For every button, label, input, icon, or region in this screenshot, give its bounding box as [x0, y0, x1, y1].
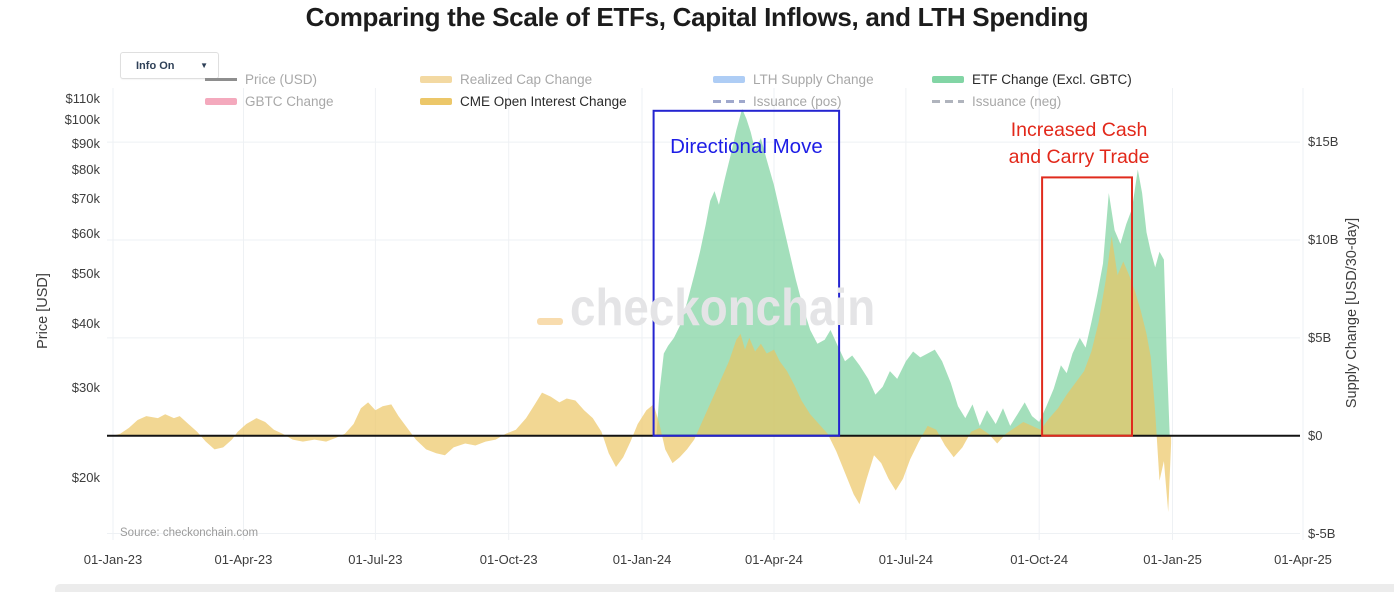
y-left-axis-title: Price [USD] [35, 273, 51, 349]
y-left-tick-label: $100k [64, 112, 100, 128]
y-left-tick-label: $60k [71, 225, 100, 241]
legend-label: Realized Cap Change [460, 71, 593, 87]
chart-title: Comparing the Scale of ETFs, Capital Inf… [305, 2, 1089, 32]
y-right-tick-label: $5B [1308, 329, 1332, 345]
legend-swatch-issuance-pos [713, 99, 745, 103]
legend-label: ETF Change (Excl. GBTC) [972, 71, 1132, 87]
legend-swatch-cme-open-interest-change [420, 97, 452, 105]
y-right-tick-label: $10B [1308, 232, 1339, 247]
legend-swatch-gbtc-change [205, 97, 237, 105]
legend-item-realized-cap-change[interactable]: Realized Cap Change [420, 70, 592, 88]
annotation-cash-carry-label: Increased Cash and Carry Trade [951, 117, 1207, 171]
info-toggle-label: Info On [136, 59, 175, 72]
info-toggle-button[interactable]: Info On ▼ [120, 52, 219, 79]
legend-swatch-realized-cap-change [420, 75, 452, 83]
y-right-tick-label: $-5B [1308, 525, 1336, 541]
y-left-tick-label: $40k [71, 315, 100, 331]
x-tick-label: 01-Oct-23 [479, 552, 538, 567]
legend-label: Issuance (pos) [753, 93, 842, 109]
annotation-cash-carry-line2: and Carry Trade [1008, 146, 1150, 169]
chevron-down-icon: ▼ [200, 60, 208, 70]
series-area-etf-change-excl-gbtc [656, 108, 1170, 436]
bottom-divider [55, 584, 1394, 592]
y-left-tick-label: $90k [71, 135, 100, 151]
x-tick-label: 01-Jan-24 [612, 552, 672, 567]
y-right-tick-label: $15B [1308, 134, 1339, 150]
legend-item-issuance-pos[interactable]: Issuance (pos) [713, 92, 842, 110]
legend-label: CME Open Interest Change [460, 93, 627, 109]
legend-label: GBTC Change [245, 93, 334, 109]
y-right-axis-title: Supply Change [USD/30-day] [1344, 217, 1360, 409]
x-tick-label: 01-Apr-23 [214, 552, 273, 567]
x-tick-label: 01-Apr-24 [745, 552, 803, 567]
y-left-tick-label: $50k [71, 266, 100, 282]
legend-item-cme-open-interest-change[interactable]: CME Open Interest Change [420, 92, 627, 110]
x-tick-label: 01-Jul-24 [878, 552, 933, 567]
y-left-tick-label: $20k [71, 470, 100, 485]
y-left-tick-label: $70k [71, 191, 100, 207]
x-tick-label: 01-Oct-24 [1010, 552, 1069, 567]
x-tick-label: 01-Jan-23 [83, 552, 143, 567]
y-left-tick-label: $110k [65, 91, 100, 106]
x-tick-label: 01-Apr-25 [1274, 552, 1332, 567]
x-tick-label: 01-Jul-23 [348, 552, 403, 567]
annotation-box-directional-move [652, 109, 841, 437]
legend-swatch-price-usd [205, 77, 237, 81]
legend-item-lth-supply-change[interactable]: LTH Supply Change [713, 70, 874, 88]
legend-item-issuance-neg[interactable]: Issuance (neg) [932, 92, 1061, 110]
legend-label: LTH Supply Change [753, 71, 874, 87]
legend-swatch-issuance-neg [932, 99, 964, 103]
legend-swatch-lth-supply-change [713, 75, 745, 83]
y-right-tick-label: $0 [1308, 427, 1323, 443]
series-area-cme-open-interest-change [113, 236, 1172, 512]
annotation-cash-carry-line1: Increased Cash [1010, 119, 1148, 142]
y-left-tick-label: $80k [71, 161, 100, 177]
legend-item-etf-change-excl-gbtc[interactable]: ETF Change (Excl. GBTC) [932, 70, 1132, 88]
annotation-directional-move-label: Directional Move [670, 134, 823, 158]
annotation-box-increased-cash-and-carry-trade [1041, 176, 1133, 437]
legend-swatch-etf-change-excl-gbtc [932, 75, 964, 83]
source-caption: Source: checkonchain.com [120, 527, 259, 539]
legend-item-price-usd[interactable]: Price (USD) [205, 70, 317, 88]
y-left-tick-label: $30k [71, 379, 100, 395]
legend-label: Price (USD) [245, 71, 318, 87]
x-tick-label: 01-Jan-25 [1143, 552, 1202, 567]
legend-item-gbtc-change[interactable]: GBTC Change [205, 92, 334, 110]
legend-label: Issuance (neg) [972, 93, 1062, 109]
